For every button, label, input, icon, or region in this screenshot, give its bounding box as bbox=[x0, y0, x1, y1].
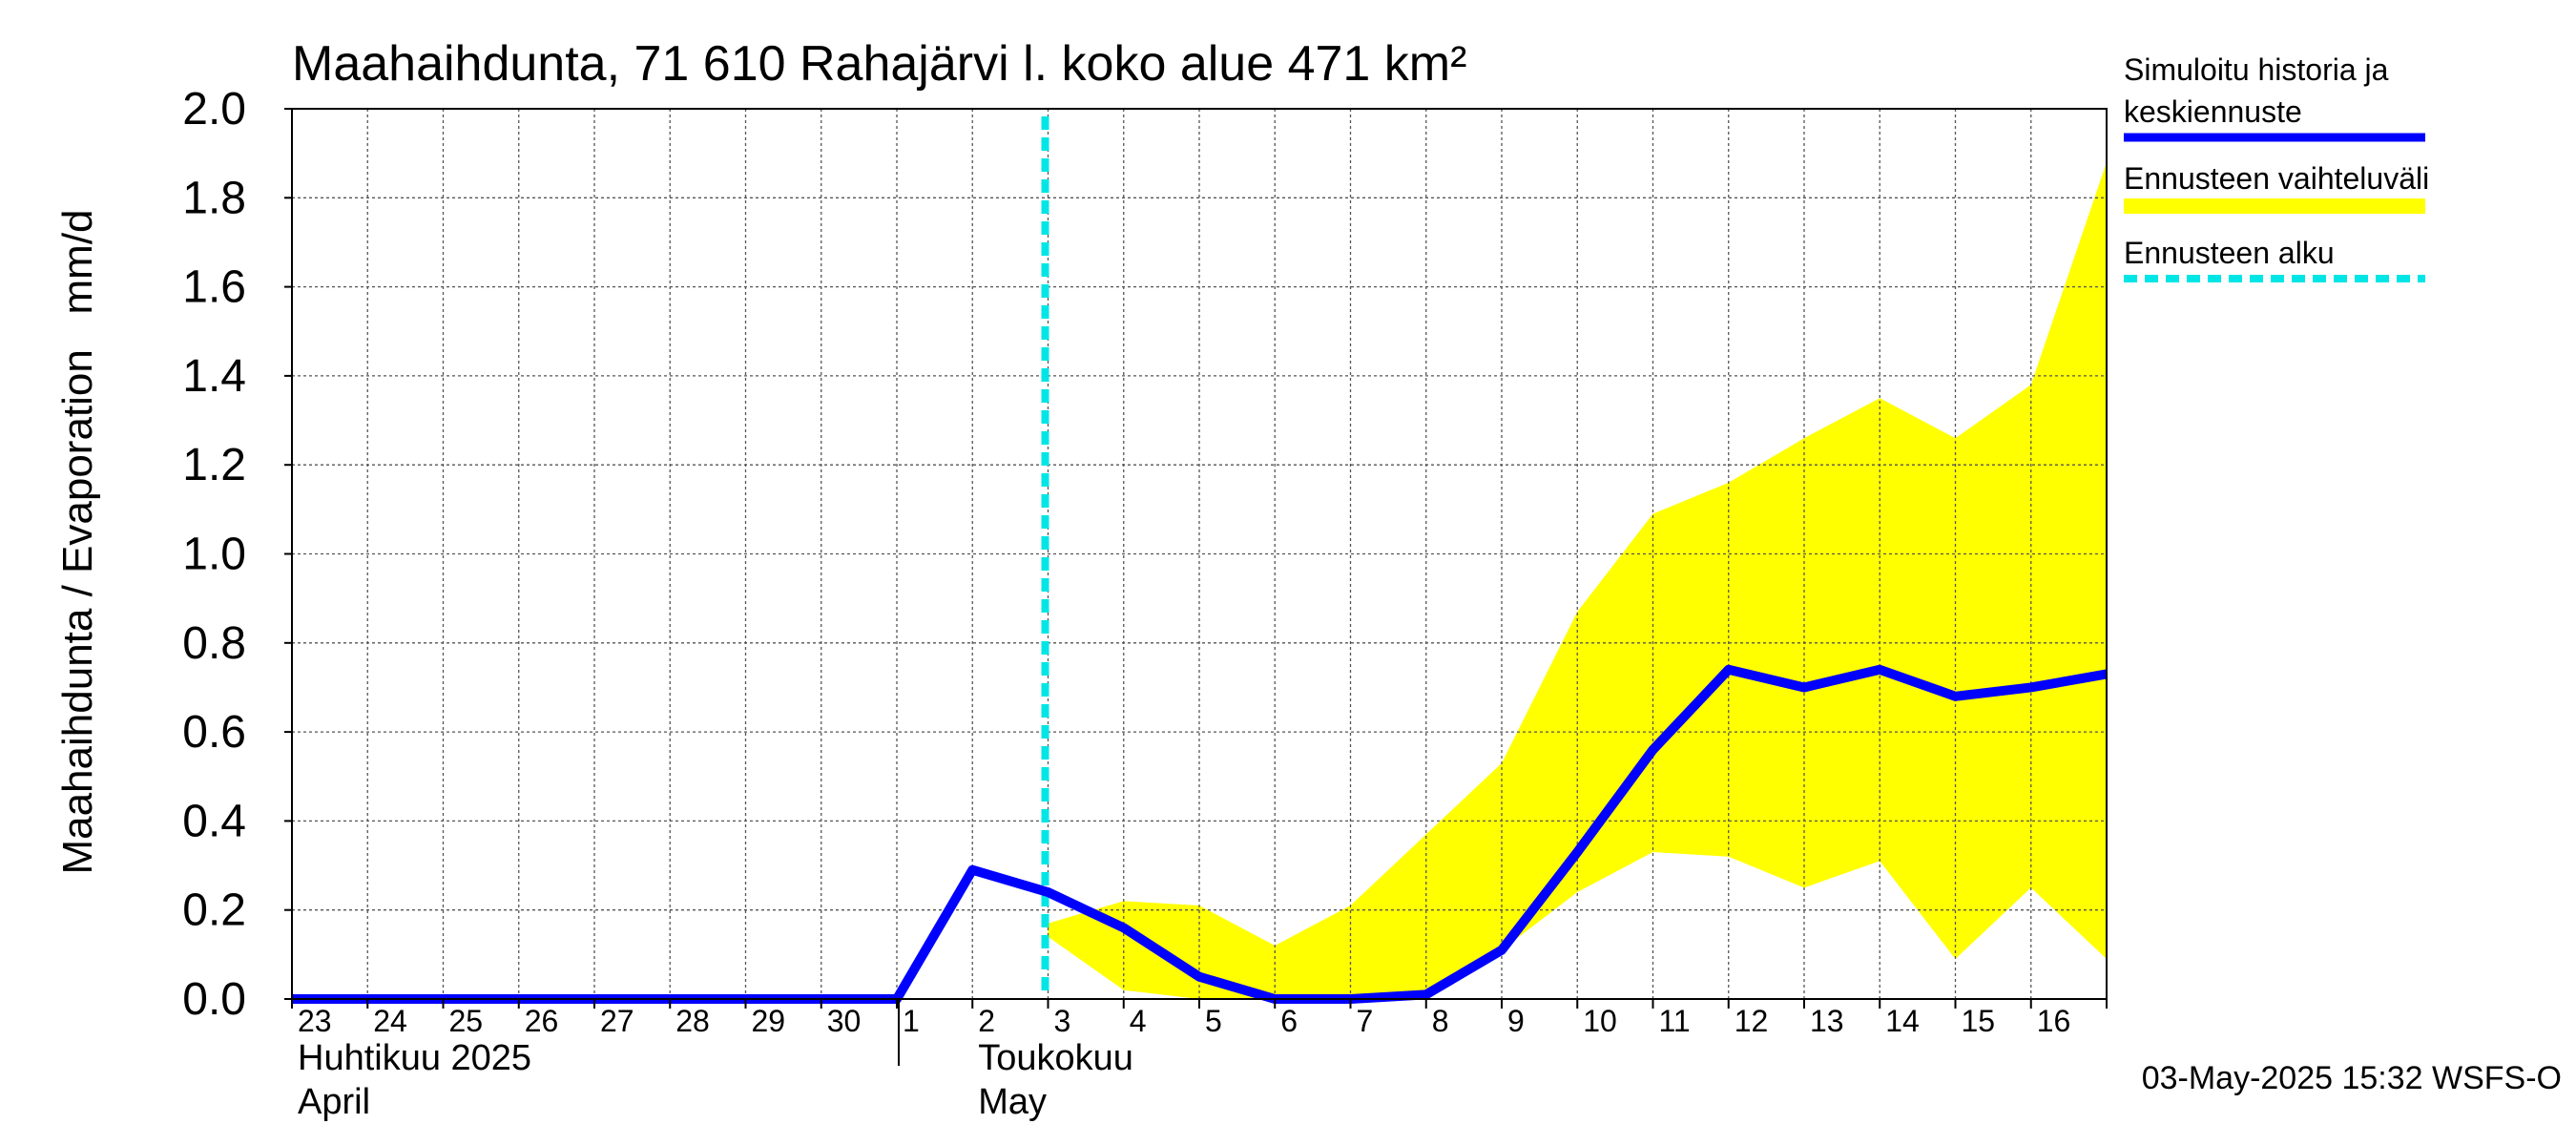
y-tick-label: 0.4 bbox=[182, 796, 246, 846]
x-tick-label: 26 bbox=[525, 1004, 559, 1038]
month-label-english: May bbox=[978, 1082, 1047, 1122]
x-tick-label: 24 bbox=[373, 1004, 407, 1038]
month-label-finnish: Toukokuu bbox=[978, 1038, 1133, 1078]
x-tick-label: 4 bbox=[1130, 1004, 1147, 1038]
x-tick-label: 28 bbox=[675, 1004, 710, 1038]
plot-frame-layer bbox=[284, 108, 2108, 1066]
y-tick-label: 0.2 bbox=[182, 885, 246, 936]
x-tick-label: 7 bbox=[1357, 1004, 1374, 1038]
x-tick-label: 9 bbox=[1507, 1004, 1525, 1038]
x-tick-label: 27 bbox=[600, 1004, 634, 1038]
x-tick-label: 1 bbox=[903, 1004, 920, 1038]
legend-label: Simuloitu historia ja bbox=[2124, 52, 2389, 87]
y-tick-label: 1.2 bbox=[182, 440, 246, 490]
x-tick-label: 14 bbox=[1885, 1004, 1920, 1038]
y-tick-label: 1.0 bbox=[182, 530, 246, 580]
x-tick-label: 2 bbox=[978, 1004, 995, 1038]
forecast-range-band bbox=[1048, 161, 2107, 1000]
x-tick-label: 3 bbox=[1054, 1004, 1071, 1038]
x-tick-label: 30 bbox=[827, 1004, 862, 1038]
x-tick-label: 6 bbox=[1280, 1004, 1298, 1038]
x-tick-labels: 23 24 25 26 27 28 29 30 1 2 3 4 5 6 7 8 9 10 11 12 13 14 15 16 bbox=[298, 1004, 2070, 1038]
y-tick-label: 1.4 bbox=[182, 351, 246, 402]
y-tick-label: 1.8 bbox=[182, 173, 246, 223]
x-tick-label: 23 bbox=[298, 1004, 332, 1038]
month-label-finnish: Huhtikuu 2025 bbox=[298, 1038, 531, 1078]
legend: Simuloitu historia ja keskiennuste Ennuste… bbox=[2124, 52, 2429, 282]
footer-timestamp: 03-May-2025 15:32 WSFS-O bbox=[2142, 1060, 2562, 1096]
legend-label: Ennusteen vaihteluväli bbox=[2124, 161, 2429, 196]
y-axis-label: Maahaihdunta / Evaporation mm/d bbox=[54, 209, 101, 874]
y-tick-label: 2.0 bbox=[182, 84, 246, 135]
chart-title: Maahaihdunta, 71 610 Rahajärvi l. koko a… bbox=[292, 36, 1466, 92]
x-tick-label: 29 bbox=[752, 1004, 786, 1038]
x-tick-label: 13 bbox=[1810, 1004, 1844, 1038]
forecast-range-band-layer bbox=[1048, 161, 2107, 1000]
x-tick-label: 8 bbox=[1432, 1004, 1449, 1038]
x-tick-label: 5 bbox=[1205, 1004, 1222, 1038]
y-tick-labels: 0.0 0.2 0.4 0.6 0.8 1.0 1.2 1.4 1.6 1.8 2.0 bbox=[182, 84, 246, 1025]
y-tick-label: 0.6 bbox=[182, 707, 246, 758]
x-tick-label: 15 bbox=[1962, 1004, 1996, 1038]
y-tick-label: 1.6 bbox=[182, 262, 246, 313]
month-label-english: April bbox=[298, 1082, 370, 1122]
y-tick-label: 0.8 bbox=[182, 618, 246, 669]
x-tick-label: 25 bbox=[449, 1004, 484, 1038]
x-tick-label: 16 bbox=[2037, 1004, 2071, 1038]
legend-label: Ennusteen alku bbox=[2124, 236, 2335, 270]
x-tick-label: 12 bbox=[1735, 1004, 1769, 1038]
y-tick-label: 0.0 bbox=[182, 974, 246, 1025]
legend-label: keskiennuste bbox=[2124, 94, 2302, 129]
x-tick-label: 10 bbox=[1583, 1004, 1617, 1038]
grid-layer bbox=[292, 109, 2107, 999]
x-tick-label: 11 bbox=[1659, 1004, 1691, 1038]
